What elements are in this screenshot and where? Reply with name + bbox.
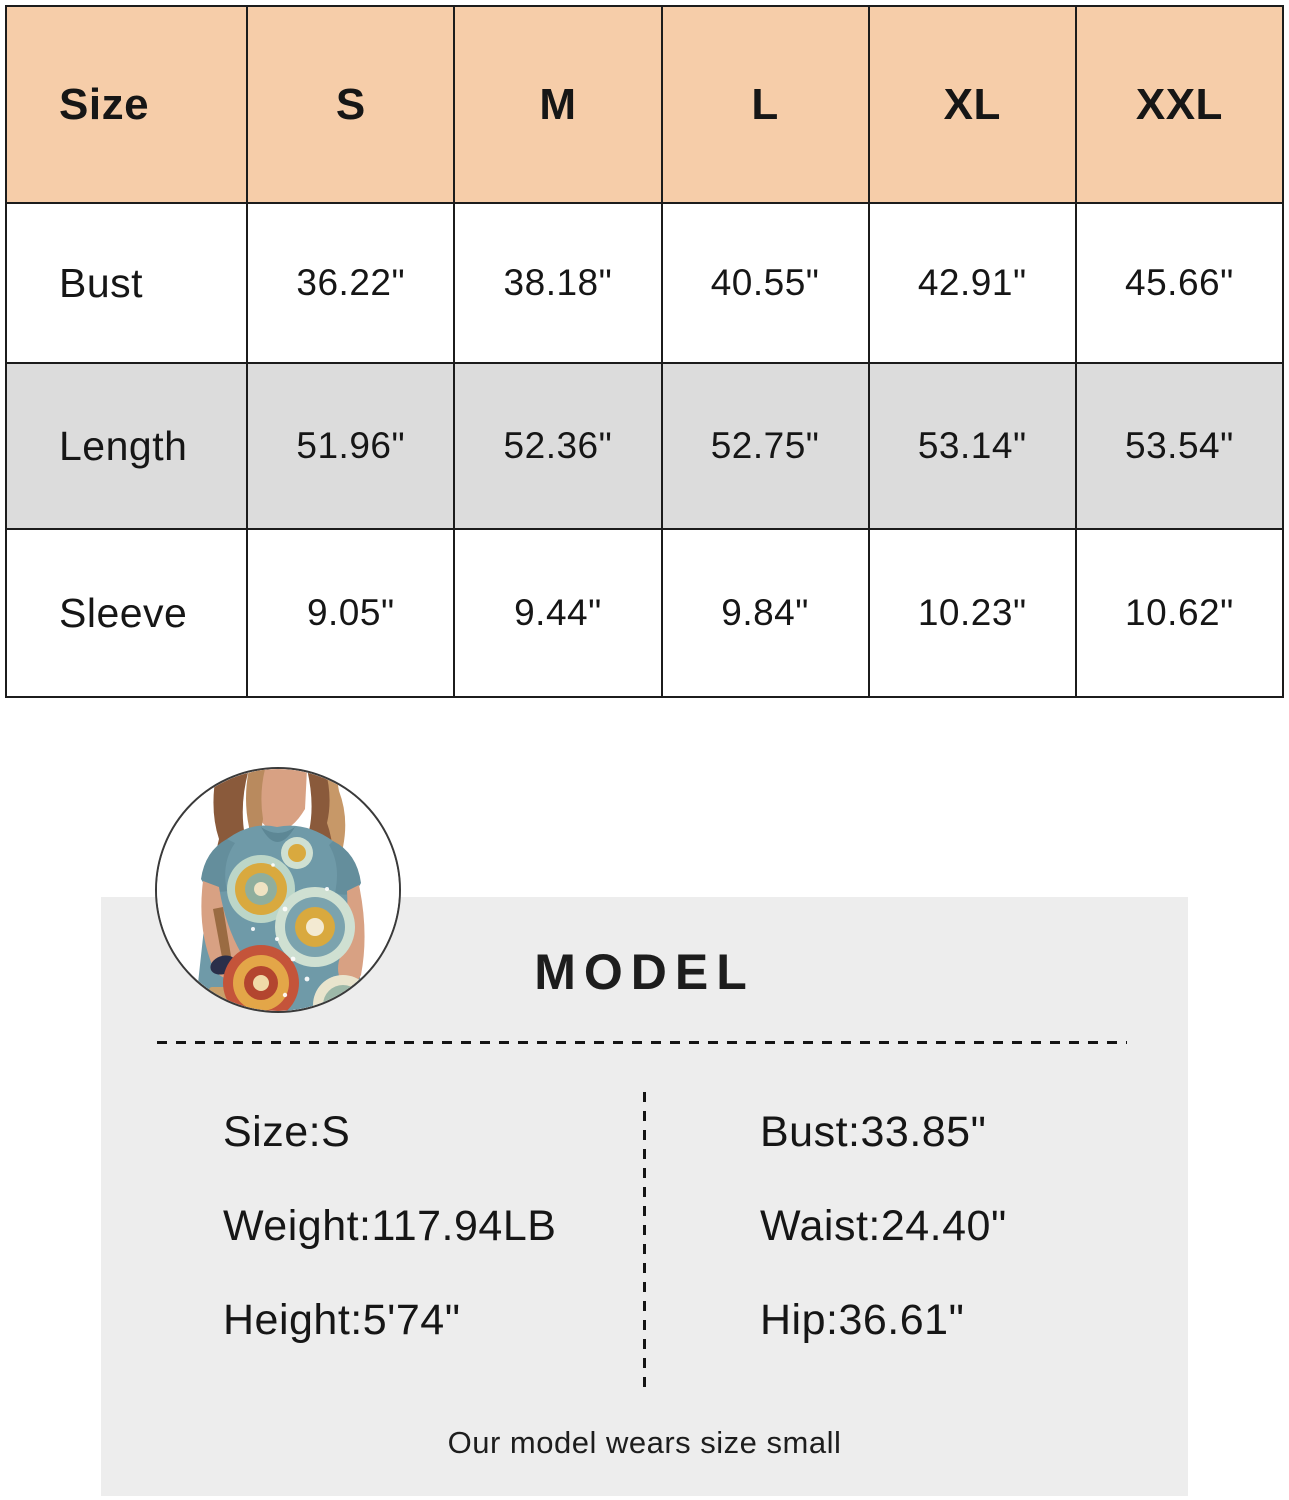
model-footnote: Our model wears size small (447, 1425, 842, 1460)
model-hip: Hip:36.61" (760, 1296, 965, 1345)
size-chart-table: Size S M L XL XXL Bust 36.22" 38.18" 40.… (4, 5, 1285, 698)
model-height: Height:5'74" (223, 1296, 461, 1345)
bust-value-xl: 42.91" (867, 202, 1077, 364)
model-photo-illustration (157, 769, 399, 1011)
model-specs-right: Bust:33.85" Waist:24.40" Hip:36.61" (760, 1108, 1007, 1345)
bust-value-l: 40.55" (660, 202, 870, 364)
bust-value-m: 38.18" (453, 202, 663, 364)
header-cell-m: M (453, 5, 663, 204)
header-cell-s: S (246, 5, 456, 204)
sleeve-value-xxl: 10.62" (1074, 528, 1285, 698)
table-row-bust: Bust 36.22" 38.18" 40.55" 42.91" 45.66" (4, 202, 1285, 364)
length-value-xxl: 53.54" (1074, 362, 1285, 530)
length-value-l: 52.75" (660, 362, 870, 530)
table-row-length: Length 51.96" 52.36" 52.75" 53.14" 53.54… (4, 362, 1285, 530)
model-weight: Weight:117.94LB (223, 1202, 557, 1251)
model-size: Size:S (223, 1108, 351, 1156)
bust-value-s: 36.22" (246, 202, 456, 364)
row-label-sleeve: Sleeve (4, 528, 249, 698)
header-cell-xl: XL (867, 5, 1077, 204)
model-waist: Waist:24.40" (760, 1202, 1007, 1251)
model-bust: Bust:33.85" (760, 1108, 987, 1156)
header-cell-xxl: XXL (1074, 5, 1285, 204)
model-specs-left: Size:S Weight:117.94LB Height:5'74" (223, 1108, 557, 1345)
sleeve-value-s: 9.05" (246, 528, 456, 698)
vertical-dashed-divider (643, 1092, 646, 1388)
horizontal-dashed-divider (157, 1041, 1127, 1044)
row-label-length: Length (4, 362, 249, 530)
header-cell-size: Size (4, 5, 249, 204)
bust-value-xxl: 45.66" (1074, 202, 1285, 364)
sleeve-value-xl: 10.23" (867, 528, 1077, 698)
model-photo (155, 767, 401, 1013)
model-section-title: MODEL (534, 944, 755, 1000)
length-value-s: 51.96" (246, 362, 456, 530)
length-value-m: 52.36" (453, 362, 663, 530)
table-row-sleeve: Sleeve 9.05" 9.44" 9.84" 10.23" 10.62" (4, 528, 1285, 698)
sleeve-value-l: 9.84" (660, 528, 870, 698)
sleeve-value-m: 9.44" (453, 528, 663, 698)
header-cell-l: L (660, 5, 870, 204)
size-chart-header-row: Size S M L XL XXL (4, 5, 1285, 204)
row-label-bust: Bust (4, 202, 249, 364)
length-value-xl: 53.14" (867, 362, 1077, 530)
